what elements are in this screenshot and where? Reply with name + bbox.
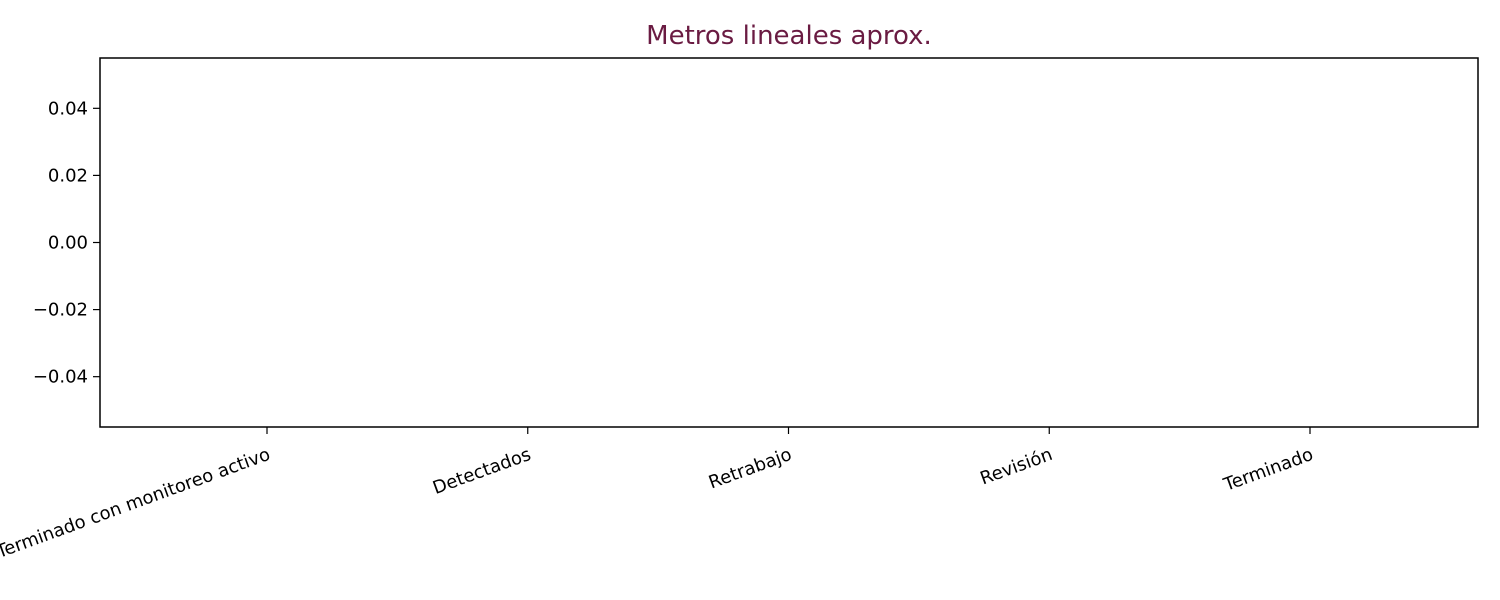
chart-title: Metros lineales aprox. (646, 21, 932, 51)
x-tick-label: Retrabajo (706, 444, 795, 493)
x-tick-label: Terminado (1220, 444, 1316, 496)
x-axis: Terminado con monitoreo activo Detectados… (0, 427, 1316, 563)
x-tick-label: Revisión (977, 444, 1055, 489)
y-tick-label: 0.02 (48, 165, 88, 186)
y-axis: 0.04 0.02 0.00 −0.02 −0.04 (33, 98, 100, 388)
x-tick-label: Terminado con monitoreo activo (0, 444, 273, 563)
y-tick-label: 0.04 (48, 98, 88, 119)
y-tick-label: −0.04 (33, 367, 88, 388)
x-tick-label: Detectados (430, 444, 534, 499)
y-tick-label: 0.00 (48, 233, 88, 254)
plot-area (99, 57, 1479, 428)
y-tick-label: −0.02 (33, 300, 88, 321)
